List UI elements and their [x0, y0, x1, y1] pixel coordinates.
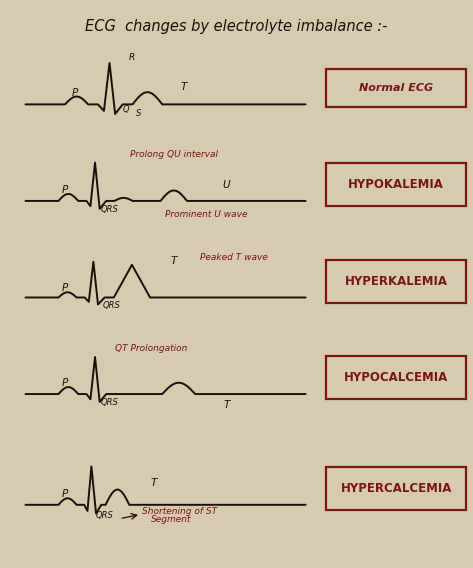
Text: P: P	[62, 283, 68, 293]
FancyBboxPatch shape	[326, 69, 466, 107]
Text: Shortening of ST: Shortening of ST	[142, 507, 218, 516]
Text: QT Prolongation: QT Prolongation	[114, 344, 187, 353]
Text: S: S	[135, 108, 141, 118]
Text: P: P	[62, 185, 68, 195]
Text: P: P	[62, 378, 68, 388]
Text: T: T	[223, 400, 230, 410]
Text: P: P	[72, 88, 78, 98]
Text: T: T	[181, 82, 187, 93]
Text: R: R	[129, 53, 135, 62]
FancyBboxPatch shape	[326, 356, 466, 399]
Text: Peaked T wave: Peaked T wave	[200, 253, 268, 262]
Text: U: U	[223, 180, 230, 190]
Text: HYPERKALEMIA: HYPERKALEMIA	[345, 275, 447, 287]
Text: Normal ECG: Normal ECG	[359, 83, 433, 93]
Text: Prolong QU interval: Prolong QU interval	[130, 149, 218, 158]
FancyBboxPatch shape	[326, 467, 466, 510]
Text: HYPOCALCEMIA: HYPOCALCEMIA	[344, 371, 448, 384]
Text: QRS: QRS	[102, 302, 120, 310]
Text: T: T	[151, 478, 157, 488]
Text: Q: Q	[123, 105, 129, 114]
Text: QRS: QRS	[101, 398, 118, 407]
Text: HYPERCALCEMIA: HYPERCALCEMIA	[341, 482, 452, 495]
Text: Segment: Segment	[151, 515, 191, 524]
Text: QRS: QRS	[101, 205, 118, 214]
Text: Prominent U wave: Prominent U wave	[166, 211, 248, 219]
Text: P: P	[62, 489, 68, 499]
Text: ECG  changes by electrolyte imbalance :-: ECG changes by electrolyte imbalance :-	[85, 19, 388, 34]
Text: HYPOKALEMIA: HYPOKALEMIA	[348, 178, 444, 191]
FancyBboxPatch shape	[326, 163, 466, 206]
Text: T: T	[171, 256, 177, 265]
Text: QRS: QRS	[96, 511, 114, 520]
FancyBboxPatch shape	[326, 260, 466, 303]
